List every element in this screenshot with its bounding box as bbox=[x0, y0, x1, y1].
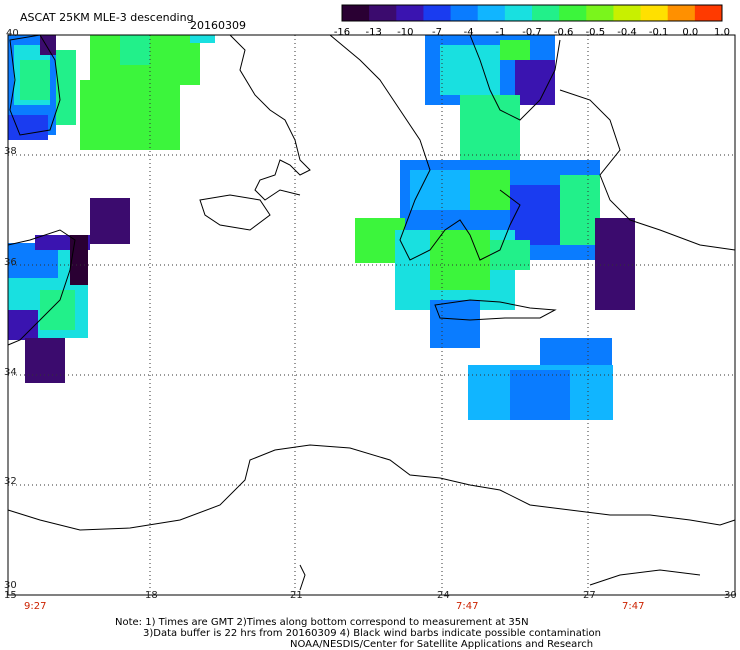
colorbar-tick-label: -4 bbox=[463, 27, 474, 38]
colorbar-tick-label: -0.4 bbox=[617, 27, 637, 38]
lat-label-30: 30 bbox=[4, 580, 17, 591]
colorbar-segment bbox=[559, 5, 587, 21]
coastlines bbox=[7, 34, 736, 591]
time-label-2: 7:47 bbox=[456, 601, 479, 612]
note-line-1: Note: 1) Times are GMT 2)Times along bot… bbox=[115, 617, 529, 628]
lat-label-32: 32 bbox=[4, 476, 17, 487]
colorbar-tick-label: 0.0 bbox=[682, 27, 699, 38]
colorbar-segment bbox=[667, 5, 696, 21]
map-date: 20160309 bbox=[190, 19, 246, 32]
colorbar-tick-label: -7 bbox=[432, 27, 442, 38]
lat-label-36: 36 bbox=[4, 257, 17, 268]
colorbar-segment bbox=[640, 5, 669, 21]
colorbar-segment bbox=[504, 5, 533, 21]
colorbar-border bbox=[341, 4, 723, 22]
colorbar-tick-label: -0.5 bbox=[585, 27, 606, 38]
lon-label-18: 18 bbox=[145, 590, 158, 601]
lat-label-38: 38 bbox=[4, 146, 17, 157]
lon-label-21: 21 bbox=[290, 590, 303, 601]
colorbar-tick-label: -13 bbox=[365, 27, 382, 38]
note-line-2: 3)Data buffer is 22 hrs from 20160309 4)… bbox=[143, 628, 601, 639]
colorbar-segment bbox=[369, 5, 397, 21]
colorbar-segment bbox=[694, 5, 723, 21]
colorbar-segment bbox=[423, 5, 452, 21]
lon-label-27: 27 bbox=[583, 590, 596, 601]
colorbar-tick-label: 1.0 bbox=[714, 27, 730, 38]
colorbar-segment bbox=[450, 5, 479, 21]
colorbar-tick-label: -0.6 bbox=[553, 27, 574, 38]
time-label-3: 7:47 bbox=[622, 601, 645, 612]
colorbar-segment bbox=[342, 5, 370, 21]
colorbar-tick-label: -1 bbox=[495, 27, 506, 38]
data-swaths bbox=[8, 35, 635, 420]
colorbar-segment bbox=[396, 5, 424, 21]
colorbar-segment bbox=[477, 5, 506, 21]
colorbar-segment bbox=[586, 5, 614, 21]
colorbar-tick-label: -16 bbox=[333, 27, 351, 38]
plot-frame bbox=[7, 34, 736, 596]
lon-label-24: 24 bbox=[437, 590, 450, 601]
colorbar-tick-label: -0.7 bbox=[522, 27, 542, 38]
colorbar-segment bbox=[532, 5, 560, 21]
colorbar bbox=[341, 4, 723, 22]
map-title: ASCAT 25KM MLE-3 descending bbox=[20, 11, 194, 24]
colorbar-segment bbox=[613, 5, 642, 21]
lat-label-34: 34 bbox=[4, 367, 17, 378]
lat-label-40: 40 bbox=[6, 28, 19, 39]
lon-label-15: 15 bbox=[4, 590, 17, 601]
colorbar-tick-label: -0.1 bbox=[648, 27, 669, 38]
grid-lines bbox=[8, 35, 735, 595]
time-label-1: 9:27 bbox=[24, 601, 47, 612]
lon-label-30: 30 bbox=[724, 590, 737, 601]
colorbar-tick-label: -10 bbox=[397, 27, 414, 38]
note-line-3: NOAA/NESDIS/Center for Satellite Applica… bbox=[290, 639, 594, 650]
